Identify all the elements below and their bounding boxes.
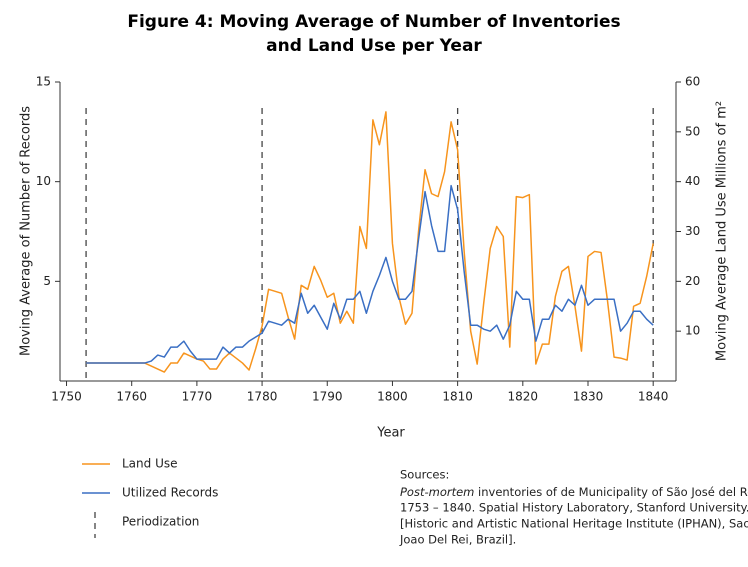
sources-italic: Post-mortem <box>400 485 474 499</box>
chart-title: Figure 4: Moving Average of Number of In… <box>127 12 620 32</box>
sources-line: Post-mortem inventories of de Municipali… <box>400 485 748 499</box>
sources-line: Joao Del Rei, Brazil]. <box>399 533 516 547</box>
y2-tick-label: 60 <box>685 75 700 89</box>
sources-text: inventories of de Municipality of São Jo… <box>474 485 748 499</box>
sources-line: 1753 – 1840. Spatial History Laboratory,… <box>400 501 748 515</box>
y2-tick-label: 50 <box>685 124 700 138</box>
sources-heading: Sources: <box>400 468 449 482</box>
x-tick-label: 1840 <box>638 390 669 404</box>
y2-axis-label: Moving Average Land Use Millions of m² <box>715 101 730 361</box>
x-tick-label: 1750 <box>51 390 82 404</box>
y2-tick-label: 20 <box>685 274 700 288</box>
x-tick-label: 1820 <box>508 390 539 404</box>
y2-tick-label: 30 <box>685 224 700 238</box>
x-tick-label: 1810 <box>442 390 473 404</box>
x-tick-label: 1780 <box>247 390 278 404</box>
y2-tick-label: 40 <box>685 174 700 188</box>
x-axis-label: Year <box>376 426 405 441</box>
series-line <box>86 111 654 373</box>
y-tick-label: 5 <box>43 274 51 288</box>
x-tick-label: 1800 <box>377 390 408 404</box>
x-tick-label: 1770 <box>182 390 213 404</box>
legend-label: Utilized Records <box>122 486 218 500</box>
series-line <box>86 184 654 364</box>
y2-tick-label: 10 <box>685 324 700 338</box>
y-axis-label: Moving Average of Number of Records <box>19 106 34 356</box>
y-tick-label: 15 <box>36 75 51 89</box>
legend-label: Periodization <box>122 515 199 529</box>
x-tick-label: 1760 <box>116 390 147 404</box>
sources-line: [Historic and Artistic National Heritage… <box>400 517 748 531</box>
chart-title: and Land Use per Year <box>266 36 482 56</box>
y-tick-label: 10 <box>36 174 51 188</box>
legend-label: Land Use <box>122 457 178 471</box>
x-tick-label: 1790 <box>312 390 343 404</box>
x-tick-label: 1830 <box>573 390 604 404</box>
